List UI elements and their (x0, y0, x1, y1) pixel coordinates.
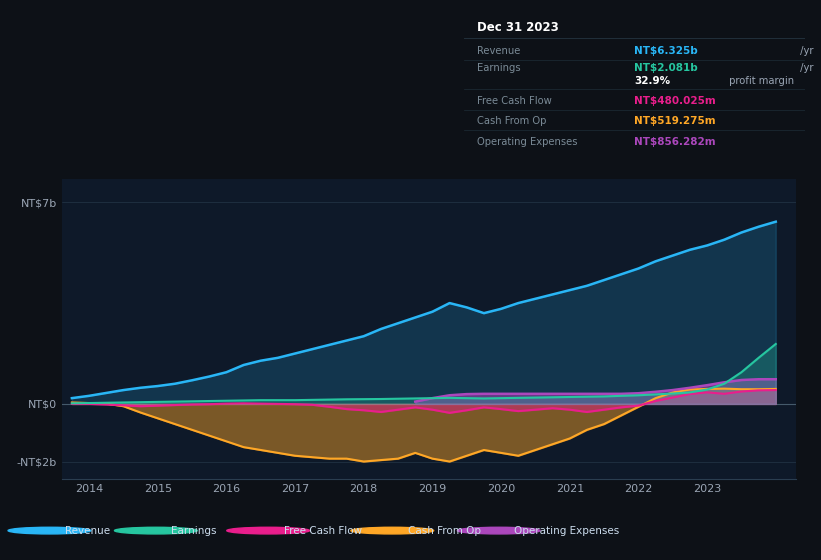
Text: NT$6.325b: NT$6.325b (635, 46, 698, 56)
Text: Revenue: Revenue (478, 46, 521, 56)
Text: Free Cash Flow: Free Cash Flow (283, 526, 362, 535)
Text: NT$856.282m: NT$856.282m (635, 137, 716, 147)
Text: Earnings: Earnings (478, 63, 521, 73)
Circle shape (227, 528, 310, 534)
Text: 32.9%: 32.9% (635, 76, 671, 86)
Text: profit margin: profit margin (727, 76, 795, 86)
Text: NT$519.275m: NT$519.275m (635, 116, 716, 126)
Circle shape (457, 528, 540, 534)
Text: Free Cash Flow: Free Cash Flow (478, 96, 553, 106)
Text: Operating Expenses: Operating Expenses (514, 526, 619, 535)
Circle shape (351, 528, 433, 534)
Text: Cash From Op: Cash From Op (408, 526, 480, 535)
Circle shape (8, 528, 91, 534)
Text: NT$480.025m: NT$480.025m (635, 96, 716, 106)
Text: Revenue: Revenue (65, 526, 110, 535)
Text: Operating Expenses: Operating Expenses (478, 137, 578, 147)
Text: /yr: /yr (797, 46, 814, 56)
Text: Cash From Op: Cash From Op (478, 116, 547, 126)
Text: NT$2.081b: NT$2.081b (635, 63, 698, 73)
Text: Dec 31 2023: Dec 31 2023 (478, 21, 559, 34)
Text: /yr: /yr (797, 63, 814, 73)
Circle shape (114, 528, 197, 534)
Text: Earnings: Earnings (172, 526, 217, 535)
